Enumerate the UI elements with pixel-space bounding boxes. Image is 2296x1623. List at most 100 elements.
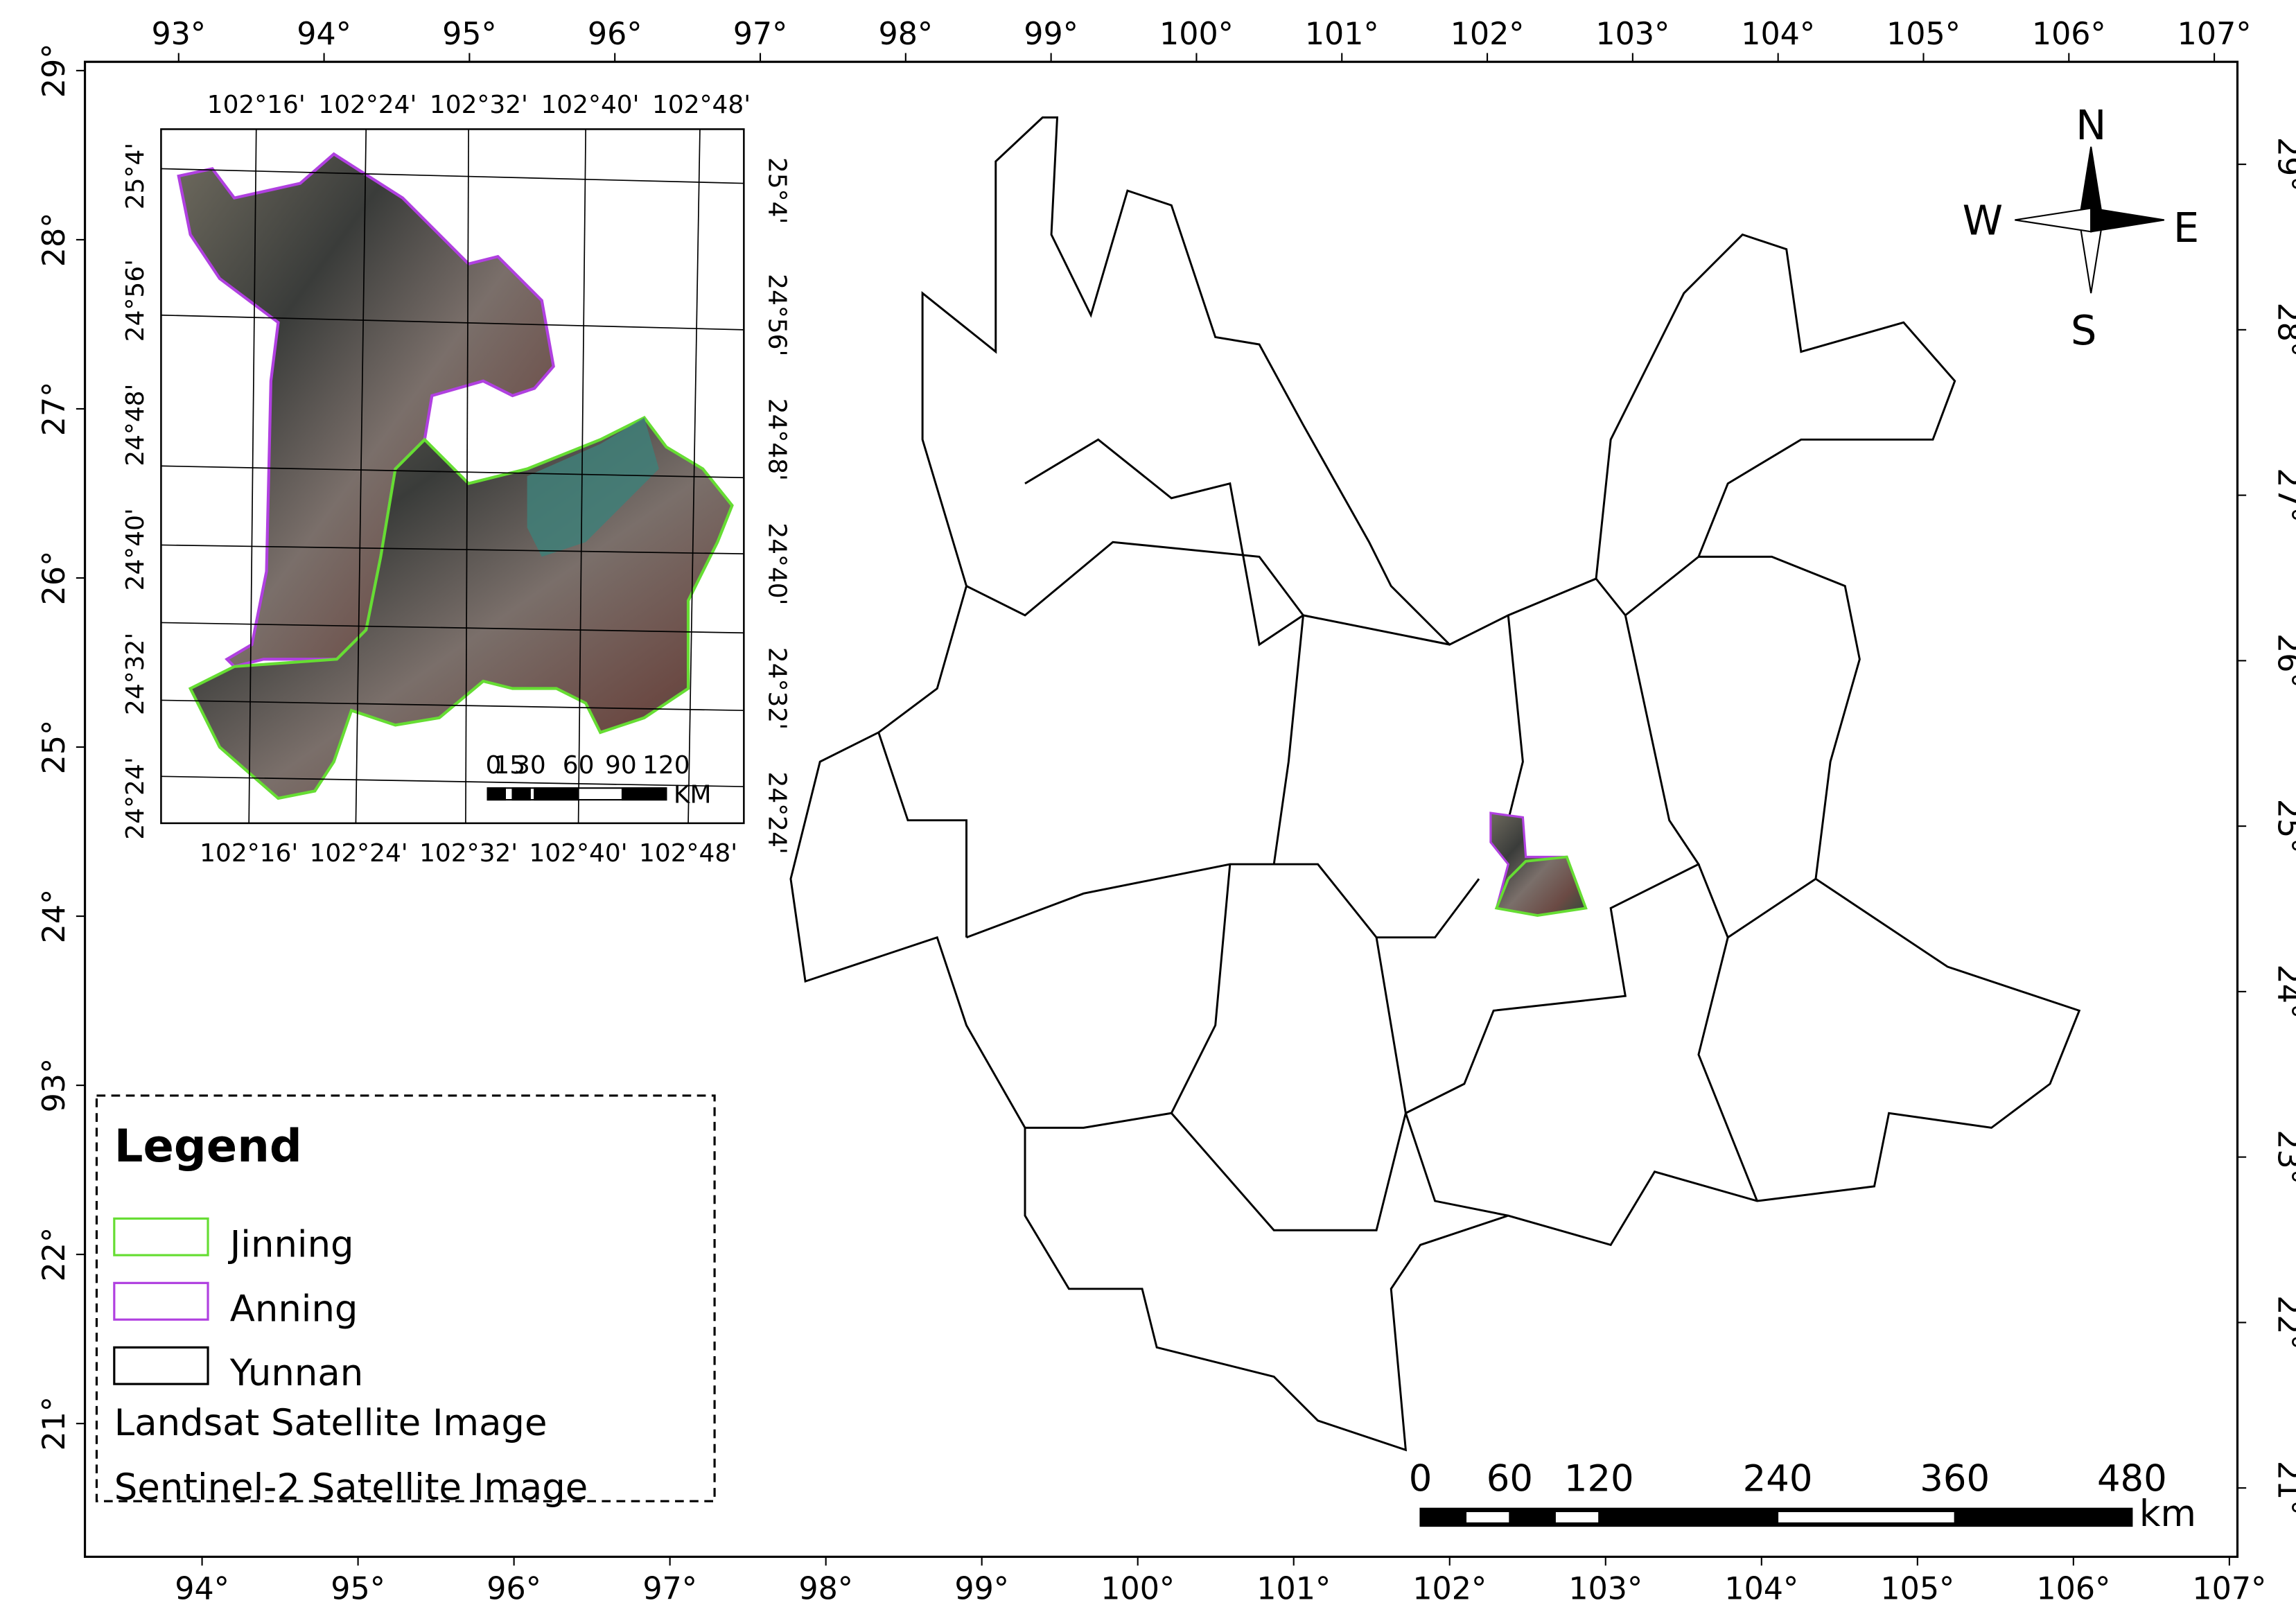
scale-label: 480 — [2097, 1457, 2167, 1500]
inset-scale-label: 15 — [493, 751, 525, 780]
right-label: 22° — [2271, 1295, 2296, 1350]
legend-item: Jinning — [228, 1223, 354, 1265]
bottom-label: 94° — [175, 1572, 229, 1607]
labels: 93° 94° 95° 96° 97° 98° 99° 100° 101° 102° 103° 104… — [37, 17, 2296, 1607]
right-label: 26° — [2271, 633, 2296, 688]
inset-left-label: 24°40' — [121, 508, 150, 590]
inset-top-label: 102°48' — [652, 91, 751, 119]
inset-bottom-label: 102°40' — [529, 839, 628, 868]
legend-item: Anning — [230, 1288, 358, 1330]
compass-arrow — [2015, 207, 2092, 233]
scale-segment — [1776, 1510, 1956, 1524]
top-label: 104° — [1741, 17, 1815, 52]
prefecture-line — [1405, 578, 1701, 1114]
inset-right-label: 25°4' — [762, 157, 791, 224]
graticule-line — [161, 622, 744, 634]
inset-top-label: 102°24' — [318, 91, 417, 119]
bottom-label: 102° — [1412, 1572, 1487, 1607]
inset-bottom-label: 102°48' — [639, 839, 737, 868]
compass-south: S — [2071, 306, 2097, 354]
legend-item: Sentinel-2 Satellite Image — [114, 1466, 588, 1509]
left-label: 28° — [37, 213, 72, 267]
prefecture-line — [1303, 614, 1451, 646]
inset-right-label: 24°32' — [762, 647, 791, 730]
inset-left-label: 25°4' — [121, 143, 150, 209]
right-label: 23° — [2271, 1130, 2296, 1184]
prefecture-line — [1024, 438, 1304, 647]
top-label: 96° — [588, 17, 642, 52]
legend-title: Legend — [114, 1120, 302, 1173]
right-label: 25° — [2271, 799, 2296, 854]
scale-segment — [1554, 1510, 1600, 1524]
legend-item: Yunnan — [229, 1352, 363, 1394]
top-label: 103° — [1595, 17, 1670, 52]
inset-scale-unit: KM — [674, 780, 712, 809]
inset-scale-label: 0 — [486, 751, 502, 780]
inset-bottom-label: 102°32' — [419, 839, 518, 868]
compass-north: N — [2076, 101, 2106, 149]
inset-bottom-label: 102°24' — [310, 839, 408, 868]
bottom-label: 103° — [1568, 1572, 1642, 1607]
yunnan-boundary — [789, 116, 2081, 1452]
inset-scale-bar — [487, 787, 667, 801]
inset-left-label: 24°32' — [121, 633, 150, 715]
legend-box — [95, 1094, 716, 1502]
top-label: 106° — [2032, 17, 2106, 52]
compass-arrow — [2090, 207, 2165, 233]
top-label: 99° — [1024, 17, 1078, 52]
compass — [2015, 146, 2165, 294]
scale-unit: km — [2139, 1493, 2196, 1535]
bottom-label: 98° — [798, 1572, 853, 1607]
inset-scale-label: 60 — [563, 751, 595, 780]
left-label: 93° — [37, 1058, 72, 1113]
bottom-label: 101° — [1256, 1572, 1331, 1607]
left-label: 25° — [37, 720, 72, 775]
right-label: 21° — [2271, 1461, 2296, 1516]
bottom-label: 96° — [487, 1572, 541, 1607]
top-label: 97° — [733, 17, 788, 52]
scale-segment — [621, 787, 667, 801]
prefecture-line — [1171, 1112, 1407, 1231]
legend-swatch — [113, 1281, 209, 1321]
graticule-line — [161, 465, 744, 479]
top-label: 94° — [297, 17, 351, 52]
inset-right-label: 24°48' — [762, 398, 791, 481]
inset-scale-label: 90 — [605, 751, 637, 780]
scale-segment — [487, 787, 507, 801]
province-outline — [789, 116, 2081, 1452]
scale-segment — [511, 787, 531, 801]
inset-scale-label: 30 — [514, 751, 546, 780]
scale-label: 120 — [1564, 1457, 1634, 1500]
scale-label: 240 — [1743, 1457, 1813, 1500]
bottom-label: 104° — [1724, 1572, 1798, 1607]
right-label: 28° — [2271, 303, 2296, 358]
graticule-line — [465, 129, 469, 823]
prefecture-line — [1375, 937, 1509, 1217]
bottom-label: 95° — [331, 1572, 385, 1607]
compass-east: E — [2173, 204, 2199, 252]
scale-segment — [1419, 1507, 2133, 1527]
inset-right-label: 24°24' — [762, 772, 791, 854]
left-label: 29° — [37, 44, 72, 98]
prefecture-line — [965, 863, 1480, 939]
prefecture-line — [1507, 615, 1524, 821]
right-label: 27° — [2271, 468, 2296, 523]
jinning-boundary — [1494, 855, 1588, 917]
inset-left-label: 24°56' — [121, 259, 150, 342]
bottom-label: 106° — [2036, 1572, 2110, 1607]
graticule-line — [161, 544, 744, 554]
prefecture-line — [1697, 937, 1758, 1202]
inset-right-label: 24°56' — [762, 274, 791, 356]
inset-graticule — [161, 129, 744, 823]
map-frame — [83, 60, 2239, 1559]
top-label: 93° — [151, 17, 206, 52]
scale-segment — [1464, 1510, 1511, 1524]
graticule-line — [161, 775, 744, 787]
top-label: 105° — [1886, 17, 1961, 52]
prefecture-line — [877, 732, 967, 938]
bottom-label: 99° — [954, 1572, 1009, 1607]
prefecture-line — [1697, 863, 1816, 939]
inset-left-label: 24°48' — [121, 384, 150, 466]
top-label: 95° — [442, 17, 497, 52]
scale-bar — [1419, 1507, 2133, 1527]
